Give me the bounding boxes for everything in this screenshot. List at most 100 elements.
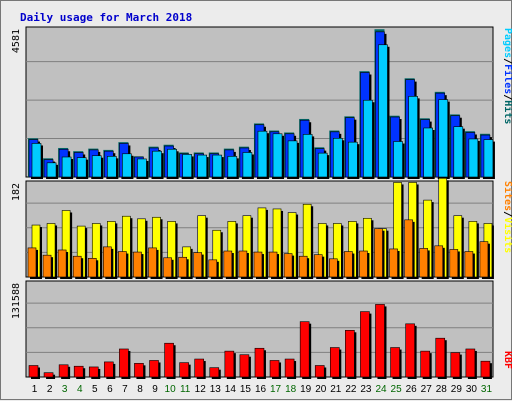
kbf-bar <box>88 366 99 378</box>
sites-bar <box>419 248 428 278</box>
day-label: 14 <box>225 384 237 395</box>
sites-bar <box>57 249 67 278</box>
pages-bar <box>76 157 87 178</box>
sites-bar <box>178 256 187 278</box>
sites-bar <box>298 255 308 278</box>
pages-bar <box>438 99 449 178</box>
day-label: 13 <box>210 384 222 395</box>
sites-bar <box>133 251 142 278</box>
pages-bar <box>242 152 253 178</box>
ymax-label-middle: 182 <box>11 183 22 201</box>
kbf-bar <box>480 360 491 378</box>
pages-bar <box>468 138 479 178</box>
day-label: 26 <box>406 384 418 395</box>
day-label: 1 <box>32 384 38 395</box>
pages-bar <box>272 133 283 178</box>
legend-top-part: / <box>502 58 512 64</box>
day-label: 27 <box>421 384 433 395</box>
day-label: 10 <box>165 384 177 395</box>
sites-bar <box>72 255 82 278</box>
kbf-bar <box>254 347 265 378</box>
kbf-bar <box>465 348 476 378</box>
day-label: 2 <box>47 384 53 395</box>
pages-bar <box>122 153 132 178</box>
pages-bar <box>61 156 72 178</box>
legend-middle-part: / <box>502 211 512 217</box>
sites-bar <box>253 251 263 278</box>
pages-bar <box>227 156 238 178</box>
sites-bar <box>223 250 233 278</box>
pages-bar <box>423 127 433 178</box>
legend-bottom: KBF <box>502 351 512 369</box>
sites-bar <box>328 258 338 278</box>
kbf-bar <box>375 304 385 378</box>
sites-bar <box>344 251 353 278</box>
pages-bar <box>152 150 162 178</box>
kbf-bar <box>209 367 220 378</box>
sites-bar <box>118 251 127 278</box>
kbf-bar <box>73 365 84 378</box>
kbf-bar <box>58 364 69 378</box>
sites-bar <box>103 246 112 278</box>
kbf-bar <box>104 361 114 378</box>
day-label: 20 <box>315 384 327 395</box>
legend-bottom-part: F <box>502 363 512 369</box>
kbf-bar <box>435 337 446 378</box>
sites-bar <box>404 219 413 278</box>
kbf-bar <box>405 323 415 378</box>
pages-bar <box>182 154 192 178</box>
pages-bar <box>317 152 328 178</box>
sites-bar <box>193 252 203 278</box>
day-label: 28 <box>436 384 448 395</box>
sites-bar <box>479 241 489 278</box>
sites-bar <box>449 249 459 278</box>
sites-bar <box>313 254 323 278</box>
day-label: 9 <box>152 384 158 395</box>
legend-bottom-part: KB <box>502 351 512 363</box>
kbf-bar <box>420 350 430 378</box>
day-label: 3 <box>62 384 68 395</box>
sites-bar <box>238 250 248 278</box>
legend-top-part: / <box>502 94 512 100</box>
day-label: 22 <box>345 384 357 395</box>
pages-bar <box>483 139 494 178</box>
kbf-bar <box>450 352 461 378</box>
kbf-bar <box>390 347 400 378</box>
kbf-bar <box>149 360 159 378</box>
pages-bar <box>91 155 102 178</box>
sites-bar <box>163 257 172 278</box>
pages-bar <box>408 96 418 178</box>
ymax-label-bottom: 131588 <box>11 283 22 319</box>
sites-bar <box>148 247 157 278</box>
kbf-bar <box>224 350 235 378</box>
pages-bar <box>107 156 117 178</box>
ymax-label-top: 4581 <box>11 29 22 53</box>
kbf-bar <box>43 372 54 378</box>
pages-bar <box>257 130 268 178</box>
sites-bar <box>359 250 368 278</box>
legend-middle-part: Sites <box>502 181 512 211</box>
kbf-bar <box>314 365 325 378</box>
legend-top-part: Files <box>502 64 512 94</box>
day-label: 7 <box>122 384 128 395</box>
day-label: 15 <box>240 384 252 395</box>
pages-bar <box>393 141 403 178</box>
pages-bar <box>137 158 147 178</box>
kbf-bar <box>164 342 174 378</box>
sites-bar <box>434 245 444 278</box>
day-label: 18 <box>285 384 297 395</box>
legend-middle: Sites/Visits <box>502 181 512 253</box>
day-label: 31 <box>481 384 493 395</box>
pages-bar <box>46 162 57 178</box>
pages-bar <box>302 134 313 178</box>
kbf-bar <box>134 363 144 378</box>
kbf-bar <box>284 358 295 378</box>
sites-bar <box>464 251 474 278</box>
day-label: 11 <box>180 384 191 395</box>
pages-bar <box>453 126 464 178</box>
legend-middle-part: Visits <box>502 217 512 253</box>
day-label: 17 <box>270 384 282 395</box>
day-label: 16 <box>255 384 267 395</box>
